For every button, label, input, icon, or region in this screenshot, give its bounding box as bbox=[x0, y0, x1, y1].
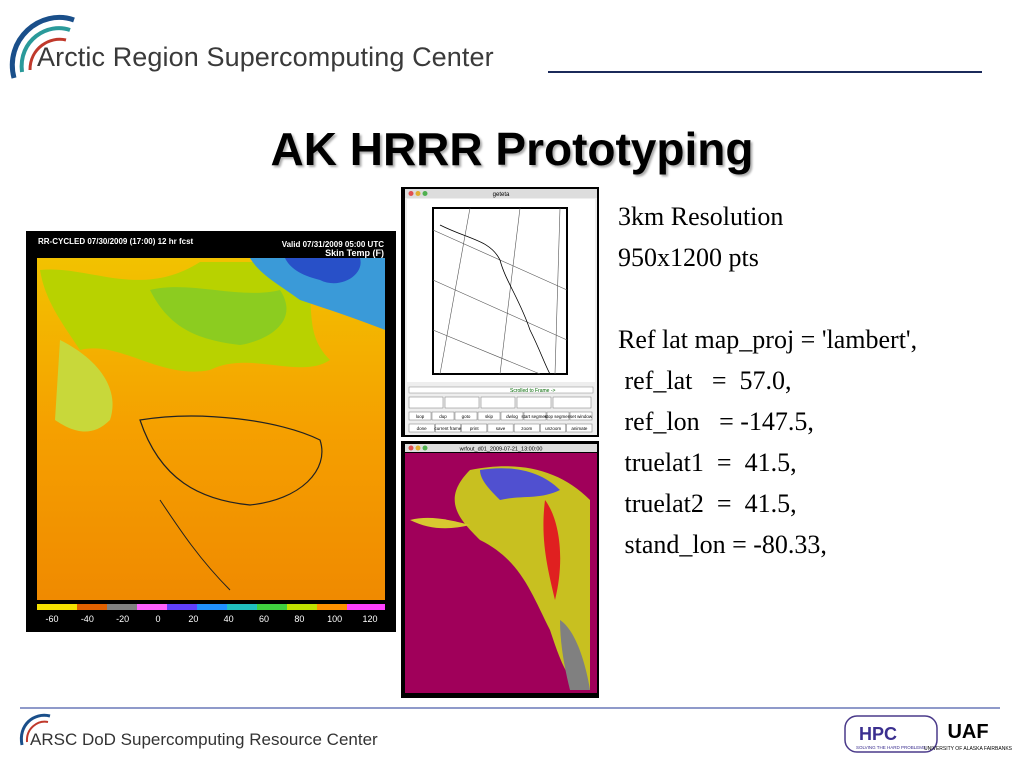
organization: Arctic Region Supercomputing Center bbox=[37, 42, 494, 72]
notes: 3km Resolution 950x1200 pts Ref lat map_pr… bbox=[618, 196, 917, 606]
footer-logo-arc bbox=[25, 720, 49, 743]
map-zone bbox=[55, 340, 113, 432]
button bbox=[569, 411, 593, 421]
button-label: unzoom bbox=[545, 426, 561, 431]
button-label: print bbox=[470, 426, 480, 431]
note-line: ref_lat = 57.0, bbox=[618, 366, 792, 395]
button-label: dwlog bbox=[506, 414, 518, 419]
window-title: wrfout_d01_2009-07-21_13:00:00 bbox=[459, 447, 543, 453]
button bbox=[461, 423, 488, 433]
button-label: loop bbox=[416, 414, 425, 419]
map-coast bbox=[159, 499, 231, 591]
button bbox=[540, 423, 566, 433]
map-zone bbox=[285, 258, 361, 284]
footer-logo-arc bbox=[19, 713, 51, 746]
button-label: start segment bbox=[521, 414, 549, 419]
wrf-land bbox=[560, 620, 590, 690]
slide-title: AK HRRR Prototyping bbox=[270, 123, 754, 175]
button-label: goto bbox=[462, 414, 471, 419]
coastline bbox=[439, 224, 551, 375]
colorbar-label: -20 bbox=[116, 614, 129, 624]
uaf-text: UAF bbox=[947, 721, 988, 743]
hpc-tagline: SOLVING THE HARD PROBLEMS bbox=[856, 745, 926, 750]
map-field-label: Skin Temp (F) bbox=[325, 248, 384, 258]
button-label: save bbox=[496, 426, 506, 431]
logo-arc bbox=[28, 37, 67, 71]
button-row: done current frame print save zoom unzoom anim… bbox=[408, 423, 593, 433]
button bbox=[487, 423, 514, 433]
colorbar-label: 60 bbox=[259, 614, 269, 624]
note-line: 950x1200 pts bbox=[618, 243, 759, 272]
wrf-land bbox=[454, 466, 590, 690]
logo-arc bbox=[9, 14, 75, 79]
note-line: truelat2 = 41.5, bbox=[618, 489, 797, 518]
colorbar-label: 120 bbox=[362, 614, 377, 624]
colorbar-label: 80 bbox=[294, 614, 304, 624]
colorbar-labels: -60 -40 -20 0 20 40 60 80 100 120 bbox=[45, 614, 377, 624]
footer-organization: ARSC DoD Supercomputing Resource Center bbox=[30, 730, 378, 749]
titlebar bbox=[405, 444, 597, 452]
note-paragraph: 3km Resolution 950x1200 pts bbox=[618, 196, 917, 278]
map-zone bbox=[150, 287, 287, 345]
button bbox=[500, 411, 524, 421]
wrf-land bbox=[480, 468, 560, 500]
note-line: 3km Resolution bbox=[618, 202, 784, 231]
colorbar-label: 0 bbox=[155, 614, 160, 624]
hpc-logo bbox=[844, 715, 938, 753]
note-line: ref_lon = -147.5, bbox=[618, 407, 814, 436]
button-label: dup bbox=[439, 414, 447, 419]
map-borders bbox=[139, 415, 323, 506]
uaf-name: UNIVERSITY OF ALASKA FAIRBANKS bbox=[924, 746, 1013, 752]
plot-area bbox=[407, 199, 595, 382]
button bbox=[408, 411, 432, 421]
button bbox=[546, 411, 570, 421]
wrf-island bbox=[410, 517, 470, 529]
button bbox=[513, 423, 540, 433]
button-label: set window bbox=[570, 414, 593, 419]
button bbox=[477, 411, 501, 421]
button-label: skip bbox=[485, 414, 493, 419]
note-line: stand_lon = -80.33, bbox=[618, 530, 827, 559]
hpc-text: HPC bbox=[859, 724, 897, 744]
window-title: geteta bbox=[493, 192, 510, 198]
map-valid: Valid 07/31/2009 05:00 UTC bbox=[282, 240, 385, 249]
transport-buttons bbox=[408, 396, 592, 409]
note-line: Ref lat map_proj = 'lambert', bbox=[618, 325, 918, 354]
logo-arc bbox=[19, 26, 71, 73]
status: Scrolled to Frame -> bbox=[510, 388, 556, 394]
colorbar bbox=[37, 604, 385, 610]
note-line: truelat1 = 41.5, bbox=[618, 448, 797, 477]
colorbar-label: -60 bbox=[45, 614, 58, 624]
colorbar-label: 100 bbox=[327, 614, 342, 624]
button-label: current frame bbox=[435, 426, 462, 431]
wrf-land bbox=[543, 500, 561, 600]
colorbar-label: -40 bbox=[81, 614, 94, 624]
colorbar-label: 40 bbox=[224, 614, 234, 624]
button-label: zoom bbox=[521, 426, 532, 431]
button bbox=[431, 411, 455, 421]
button-label: animate bbox=[571, 426, 588, 431]
button bbox=[523, 411, 547, 421]
titlebar bbox=[405, 189, 597, 198]
button-label: stop segment bbox=[544, 414, 572, 419]
button bbox=[435, 423, 461, 433]
button bbox=[408, 423, 435, 433]
colorbar-label: 20 bbox=[188, 614, 198, 624]
map-run: RR-CYCLED 07/30/2009 (17:00) 12 hr fcst bbox=[38, 237, 194, 246]
button-label: done bbox=[417, 426, 428, 431]
button bbox=[454, 411, 478, 421]
button bbox=[566, 423, 593, 433]
note-paragraph: Ref lat map_proj = 'lambert', ref_lat = … bbox=[618, 319, 917, 565]
